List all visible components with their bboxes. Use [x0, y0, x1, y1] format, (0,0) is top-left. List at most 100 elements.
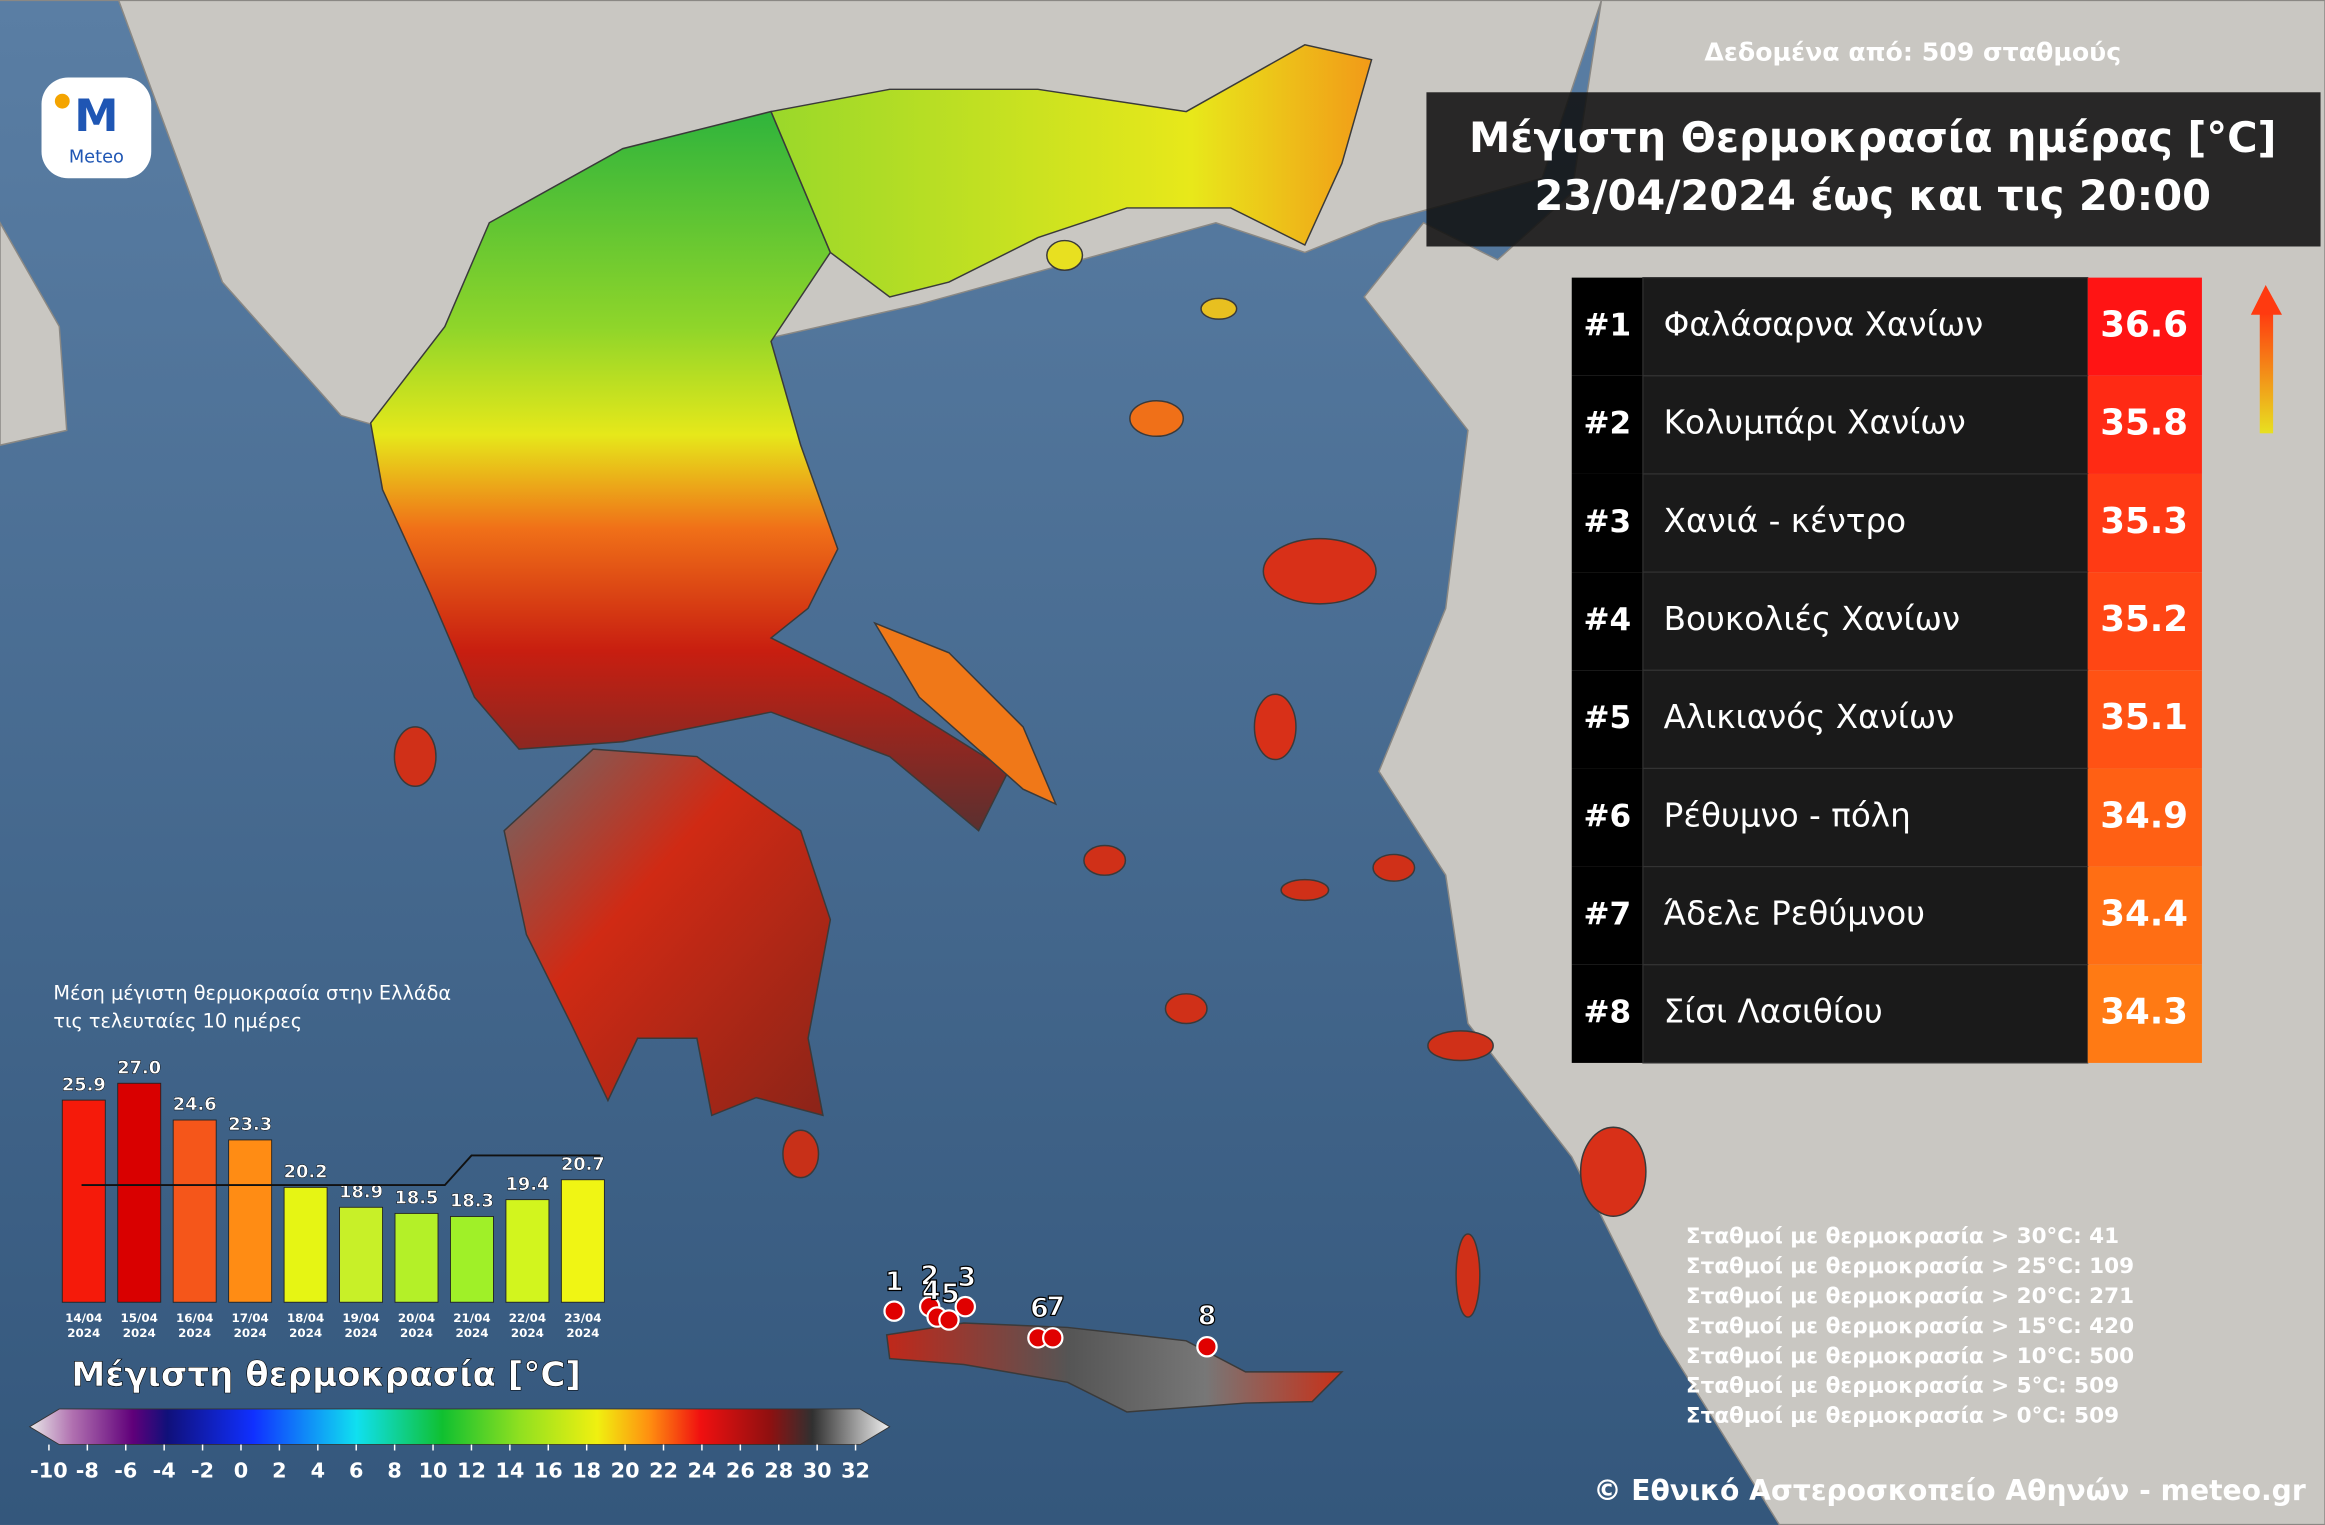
value-cell [2087, 572, 2202, 671]
logo-text: Meteo [69, 147, 124, 168]
title: Μέγιστη Θερμοκρασία ημέρας [°C] [1469, 113, 2277, 162]
bar [61, 1099, 106, 1303]
station-name: Ρέθυμνο - πόλη [1664, 796, 1911, 834]
bar [394, 1212, 439, 1303]
rank-cell [1571, 964, 1643, 1063]
colorbar-tick-label: 12 [457, 1458, 486, 1482]
x-tick-year: 2024 [234, 1326, 267, 1340]
rank-cell [1571, 768, 1643, 867]
ranking-table: #1 Φαλάσαρνα Χανίων 36.6 #2 Κολυμπάρι Χανίων… [1571, 277, 2202, 1064]
station-count: Σταθμοί με θερμοκρασία > 20°C: 271 [1686, 1284, 2134, 1309]
colorbar-tick-label: 0 [234, 1458, 248, 1482]
colorbar-tick-label: 24 [687, 1458, 716, 1482]
x-tick-label: 15/04 [121, 1311, 158, 1325]
rank-cell [1571, 670, 1643, 769]
value-cell [2087, 375, 2202, 474]
colorbar-tick-label: 2 [272, 1458, 286, 1482]
value-label: 18.3 [450, 1191, 494, 1212]
station-cell [1642, 767, 2089, 868]
bar [283, 1186, 328, 1303]
value-cell [2087, 866, 2202, 965]
station-name: Φαλάσαρνα Χανίων [1664, 306, 1984, 344]
bar [505, 1199, 550, 1303]
x-tick-year: 2024 [123, 1326, 156, 1340]
station-markers: 1 24 53 67 8 [883, 1260, 1218, 1358]
value-label: 25.9 [62, 1074, 106, 1095]
bar [560, 1179, 605, 1303]
bar [450, 1216, 494, 1303]
value-label: 24.6 [173, 1094, 217, 1115]
marker-label: 8 [1198, 1301, 1217, 1332]
station-value: 34.9 [2100, 795, 2188, 836]
value-label: 18.9 [339, 1181, 383, 1202]
rank: #3 [1583, 504, 1631, 540]
marker-label: 6 [1030, 1293, 1049, 1324]
station-value: 34.4 [2100, 894, 2188, 935]
marker [1196, 1335, 1218, 1358]
x-tick-label: 20/04 [398, 1311, 435, 1325]
colorbar-tick-label: 6 [349, 1458, 363, 1482]
station-cell [1642, 277, 2089, 377]
station-count: Σταθμοί με θερμοκρασία > 5°C: 509 [1686, 1374, 2119, 1399]
copyright: © Εθνικό Αστεροσκοπείο Αθηνών - meteo.gr [1593, 1474, 2306, 1507]
colorbar-tick-label: 16 [534, 1458, 563, 1482]
colorbar-tick-label: 20 [611, 1458, 640, 1482]
colorbar-tick-label: 8 [387, 1458, 401, 1482]
bar [117, 1082, 162, 1303]
marker-label: 5 [941, 1278, 960, 1309]
logo-dot [54, 93, 70, 109]
x-tick-label: 18/04 [287, 1311, 324, 1325]
marker [954, 1295, 977, 1318]
marker-label: 7 [1046, 1292, 1065, 1323]
marker-label: 3 [957, 1262, 976, 1293]
chart-title: τις τελευταίες 10 ημέρες [53, 1009, 302, 1032]
greece-land [369, 44, 1647, 1413]
rank: #6 [1583, 798, 1631, 834]
x-tick-year: 2024 [289, 1326, 322, 1340]
station-value: 35.2 [2100, 599, 2188, 640]
colorbar-tick-label: 18 [572, 1458, 601, 1482]
title-box [1426, 92, 2321, 247]
colorbar-strip [28, 1408, 891, 1446]
x-tick-year: 2024 [511, 1326, 544, 1340]
logo-mark: M [74, 91, 118, 142]
x-tick-label: 16/04 [176, 1311, 213, 1325]
colorbar-tick-label: -6 [114, 1458, 137, 1482]
bar [228, 1139, 273, 1303]
rank: #4 [1583, 602, 1631, 638]
value-cell [2087, 964, 2202, 1063]
bar [339, 1206, 384, 1303]
value-label: 20.7 [561, 1154, 605, 1175]
x-tick-label: 23/04 [564, 1311, 601, 1325]
x-tick-label: 19/04 [342, 1311, 379, 1325]
rank: #2 [1583, 406, 1631, 442]
station-count: Σταθμοί με θερμοκρασία > 0°C: 509 [1686, 1404, 2119, 1429]
x-tick-year: 2024 [345, 1326, 378, 1340]
colorbar-title: Μέγιστη θερμοκρασία [°C] [71, 1355, 581, 1395]
station-name: Άδελε Ρεθύμνου [1664, 895, 1925, 933]
value-label: 18.5 [395, 1188, 439, 1209]
station-counts: Σταθμοί με θερμοκρασία > 30°C: 41 Σταθμοί… [1686, 1224, 2134, 1429]
x-tick-year: 2024 [400, 1326, 433, 1340]
marker-label: 2 [920, 1261, 939, 1292]
station-cell [1642, 571, 2089, 671]
rank-cell [1571, 375, 1643, 474]
x-tick-year: 2024 [67, 1326, 100, 1340]
x-tick-year: 2024 [178, 1326, 211, 1340]
marker [938, 1309, 960, 1331]
station-value: 35.8 [2100, 403, 2188, 444]
rank-cell [1571, 866, 1643, 965]
rank: #1 [1583, 308, 1631, 344]
value-label: 27.0 [117, 1057, 161, 1078]
marker [883, 1300, 905, 1322]
colorbar-tick-label: 14 [495, 1458, 524, 1482]
x-tick-label: 22/04 [509, 1311, 546, 1325]
station-cell [1642, 964, 2089, 1064]
x-tick-label: 21/04 [453, 1311, 490, 1325]
colorbar: -10 -8 -6 -4 -2 0 2 4 6 8 10 12 14 16 18 20 22 24 26 28 30 32 [28, 1408, 891, 1482]
value-cell [2087, 670, 2202, 769]
rank: #5 [1583, 700, 1631, 736]
rank: #7 [1583, 897, 1631, 933]
